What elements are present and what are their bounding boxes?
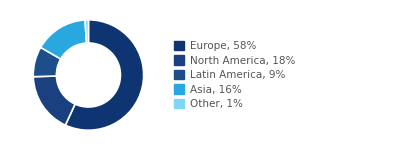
Wedge shape — [33, 47, 61, 77]
Wedge shape — [65, 20, 143, 130]
Legend: Europe, 58%, North America, 18%, Latin America, 9%, Asia, 16%, Other, 1%: Europe, 58%, North America, 18%, Latin A… — [174, 41, 294, 109]
Wedge shape — [33, 76, 75, 125]
Wedge shape — [41, 20, 86, 59]
Wedge shape — [85, 20, 88, 43]
